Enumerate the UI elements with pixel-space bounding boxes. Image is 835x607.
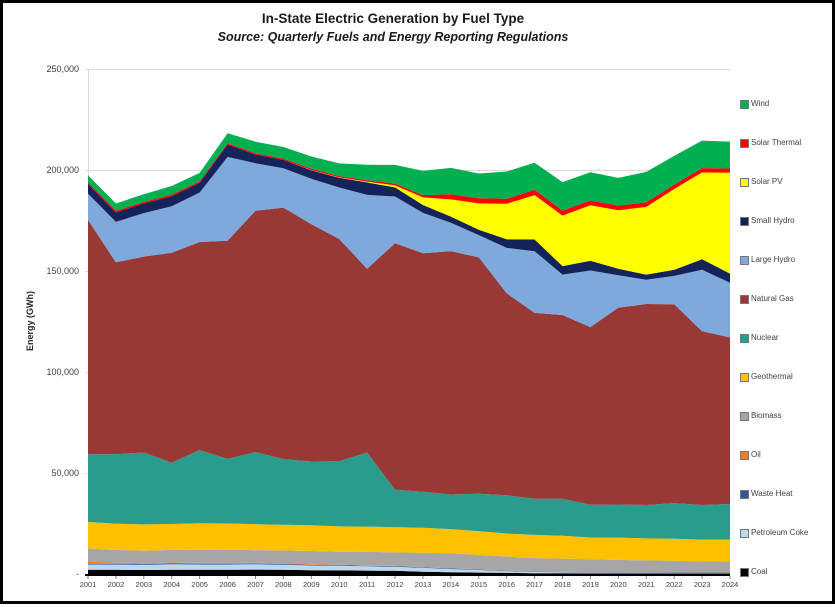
legend-swatch-biomass <box>740 412 749 421</box>
area-wind <box>88 133 730 211</box>
chart-title: In-State Electric Generation by Fuel Typ… <box>261 11 525 26</box>
legend-swatch-oil <box>740 451 749 460</box>
x-tick-label-2008: 2008 <box>275 580 292 589</box>
area-solar-pv <box>88 144 730 275</box>
x-tick-label-2005: 2005 <box>191 580 208 589</box>
x-tick-label-2009: 2009 <box>302 580 320 589</box>
legend-swatch-wind <box>740 100 749 109</box>
legend-swatch-large-hydro <box>740 256 749 265</box>
area-coal <box>88 569 730 574</box>
area-large-hydro <box>88 156 730 338</box>
area-geothermal <box>88 521 730 562</box>
legend-label-biomass: Biomass <box>751 411 782 420</box>
legend-label-petroleum-coke: Petroleum Coke <box>751 528 809 537</box>
legend-label-solar-pv: Solar PV <box>751 177 783 186</box>
legend-swatch-geothermal <box>740 373 749 382</box>
legend-swatch-solar-thermal <box>740 139 749 148</box>
area-natural-gas <box>88 207 730 505</box>
legend-label-natural-gas: Natural Gas <box>751 294 794 303</box>
legend-swatch-coal <box>740 568 749 577</box>
x-tick-label-2012: 2012 <box>386 580 404 589</box>
x-tick-label-2004: 2004 <box>163 580 181 589</box>
x-tick-label-2003: 2003 <box>135 580 153 589</box>
legend-label-nuclear: Nuclear <box>751 333 779 342</box>
x-tick-label-2021: 2021 <box>637 580 655 589</box>
x-tick-label-2007: 2007 <box>247 580 264 589</box>
x-tick-label-2011: 2011 <box>359 580 376 589</box>
x-tick-label-2018: 2018 <box>554 580 571 589</box>
x-tick-label-2022: 2022 <box>665 580 683 589</box>
legend-label-wind: Wind <box>751 99 770 108</box>
area-nuclear <box>88 450 730 540</box>
x-tick-label-2015: 2015 <box>470 580 488 589</box>
x-tick-label-2020: 2020 <box>610 580 627 589</box>
legend-swatch-waste-heat <box>740 490 749 499</box>
x-tick-label-2014: 2014 <box>442 580 460 589</box>
y-tick-label-0: - <box>76 569 79 579</box>
y-tick-label-150000: 150,000 <box>46 266 79 276</box>
y-tick-label-100000: 100,000 <box>46 367 79 377</box>
y-tick-label-200000: 200,000 <box>46 165 79 175</box>
legend-swatch-natural-gas <box>740 295 749 304</box>
legend-label-geothermal: Geothermal <box>751 372 793 381</box>
x-tick-label-2019: 2019 <box>582 580 599 589</box>
y-tick-label-50000: 50,000 <box>51 468 79 478</box>
legend-label-solar-thermal: Solar Thermal <box>751 138 802 147</box>
area-waste-heat <box>88 563 730 573</box>
legend-label-coal: Coal <box>751 567 768 576</box>
x-tick-label-2001: 2001 <box>79 580 97 589</box>
x-tick-label-2013: 2013 <box>414 580 432 589</box>
x-tick-label-2002: 2002 <box>107 580 125 589</box>
stacked-area-plot <box>85 69 731 579</box>
legend-swatch-nuclear <box>740 334 749 343</box>
chart-subtitle: Source: Quarterly Fuels and Energy Repor… <box>217 30 569 44</box>
legend-label-large-hydro: Large Hydro <box>751 255 796 264</box>
x-tick-label-2006: 2006 <box>219 580 236 589</box>
x-tick-label-2016: 2016 <box>498 580 516 589</box>
area-petroleum-coke <box>88 564 730 574</box>
x-tick-label-2017: 2017 <box>526 580 543 589</box>
legend-swatch-small-hydro <box>740 217 749 226</box>
area-biomass <box>88 548 730 573</box>
legend-swatch-solar-pv <box>740 178 749 187</box>
legend-label-oil: Oil <box>751 450 761 459</box>
y-tick-label-250000: 250,000 <box>46 64 79 74</box>
legend-label-small-hydro: Small Hydro <box>751 216 795 225</box>
legend-swatch-petroleum-coke <box>740 529 749 538</box>
x-tick-label-2024: 2024 <box>721 580 739 589</box>
x-tick-label-2023: 2023 <box>693 580 711 589</box>
legend-label-waste-heat: Waste Heat <box>751 489 793 498</box>
x-tick-label-2010: 2010 <box>330 580 348 589</box>
